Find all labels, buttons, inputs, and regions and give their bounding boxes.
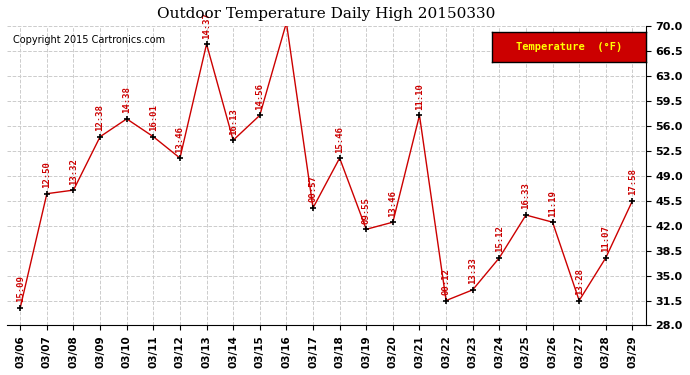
Text: 13:28: 13:28 xyxy=(575,268,584,295)
Text: Copyright 2015 Cartronics.com: Copyright 2015 Cartronics.com xyxy=(13,35,166,45)
Text: 11:10: 11:10 xyxy=(415,83,424,110)
Text: 11:19: 11:19 xyxy=(548,190,557,217)
Text: 09:55: 09:55 xyxy=(362,197,371,224)
Text: 12:50: 12:50 xyxy=(42,161,51,188)
Text: 14:38: 14:38 xyxy=(122,87,131,113)
Text: 14:37: 14:37 xyxy=(202,12,211,39)
Text: 17:58: 17:58 xyxy=(628,168,637,195)
Text: 15:09: 15:09 xyxy=(16,275,25,302)
Text: 12:38: 12:38 xyxy=(96,104,105,131)
Text: 13:46: 13:46 xyxy=(388,190,397,217)
Text: 16:35: 16:35 xyxy=(0,374,1,375)
Text: 14:56: 14:56 xyxy=(255,83,264,110)
Text: 11:07: 11:07 xyxy=(601,225,610,252)
Text: 13:32: 13:32 xyxy=(69,158,78,184)
Text: 00:57: 00:57 xyxy=(308,176,317,202)
Text: 00:12: 00:12 xyxy=(442,268,451,295)
Text: 13:46: 13:46 xyxy=(175,126,184,153)
Text: 16:33: 16:33 xyxy=(522,183,531,210)
Text: 16:01: 16:01 xyxy=(149,104,158,131)
Text: 15:12: 15:12 xyxy=(495,225,504,252)
Title: Outdoor Temperature Daily High 20150330: Outdoor Temperature Daily High 20150330 xyxy=(157,7,495,21)
Text: 16:13: 16:13 xyxy=(228,108,237,135)
Text: 15:46: 15:46 xyxy=(335,126,344,153)
Text: 13:33: 13:33 xyxy=(469,257,477,284)
